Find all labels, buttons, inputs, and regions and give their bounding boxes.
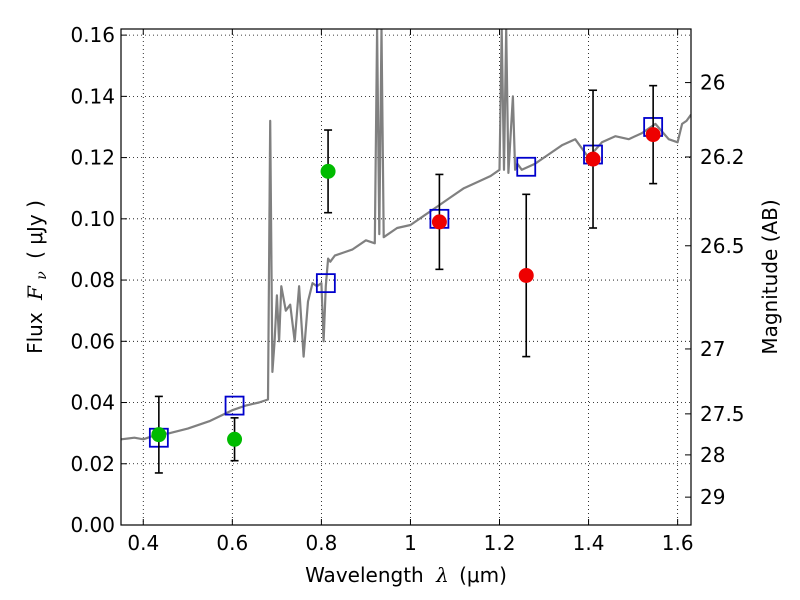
plot-area — [121, 29, 691, 441]
y2-tick-label: 27.5 — [700, 402, 745, 426]
y-axis-label-prefix: Flux — [23, 312, 47, 354]
sed-template-line — [121, 29, 691, 441]
observed-point — [585, 151, 601, 167]
y-tick-label: 0.16 — [70, 23, 115, 47]
y-tick-label: 0.00 — [70, 513, 115, 537]
x-tick-label: 0.6 — [216, 531, 248, 555]
y-axis-label-unit: ( μJy ) — [23, 200, 47, 259]
y2-tick-label: 26.2 — [700, 145, 745, 169]
y-axis-label-symbol: F — [23, 285, 47, 301]
y2-tick-label: 29 — [700, 485, 725, 509]
y2-tick-label: 26 — [700, 71, 725, 95]
observed-point — [645, 127, 661, 143]
observed-point — [320, 163, 336, 179]
x-tick-label: 1.6 — [662, 531, 694, 555]
y-tick-label: 0.06 — [70, 329, 115, 353]
axis-ticks: 0.4 0.6 0.8 1 1.2 1.4 1.6 0.00 0.02 0.04 0.06 0.08 0… — [70, 23, 744, 555]
model-square-point — [315, 273, 336, 294]
y2-axis-label: Magnitude (AB) — [758, 199, 782, 354]
y-axis-label-subscript: ν — [34, 271, 50, 280]
model-square-point — [516, 156, 537, 177]
x-tick-label: 0.4 — [127, 531, 159, 555]
x-tick-label: 1 — [404, 531, 417, 555]
x-tick-label: 1.4 — [573, 531, 605, 555]
x-axis-label-symbol: λ — [435, 563, 449, 587]
x-axis-label: Wavelength λ (μm) — [305, 563, 507, 587]
y-tick-label: 0.04 — [70, 391, 115, 415]
y2-tick-label: 26.5 — [700, 234, 745, 258]
y-tick-label: 0.12 — [70, 146, 115, 170]
plot-frame — [120, 28, 692, 526]
x-axis-label-prefix: Wavelength — [305, 563, 424, 587]
observed-point — [151, 427, 167, 443]
observed-point — [431, 214, 447, 230]
x-tick-label: 1.2 — [484, 531, 516, 555]
y2-tick-label: 27 — [700, 337, 725, 361]
x-axis-label-unit: (μm) — [459, 563, 507, 587]
grid — [121, 29, 691, 526]
y2-tick-label: 28 — [700, 443, 725, 467]
y-axis-label: Flux F ν ( μJy ) — [23, 200, 51, 354]
x-tick-label: 0.8 — [305, 531, 337, 555]
y-tick-label: 0.10 — [70, 207, 115, 231]
y-tick-label: 0.14 — [70, 84, 115, 108]
markers — [148, 84, 664, 474]
y-tick-label: 0.08 — [70, 268, 115, 292]
observed-point — [227, 431, 243, 447]
y-tick-label: 0.02 — [70, 452, 115, 476]
model-square-point — [224, 395, 245, 416]
observed-point — [518, 267, 534, 283]
